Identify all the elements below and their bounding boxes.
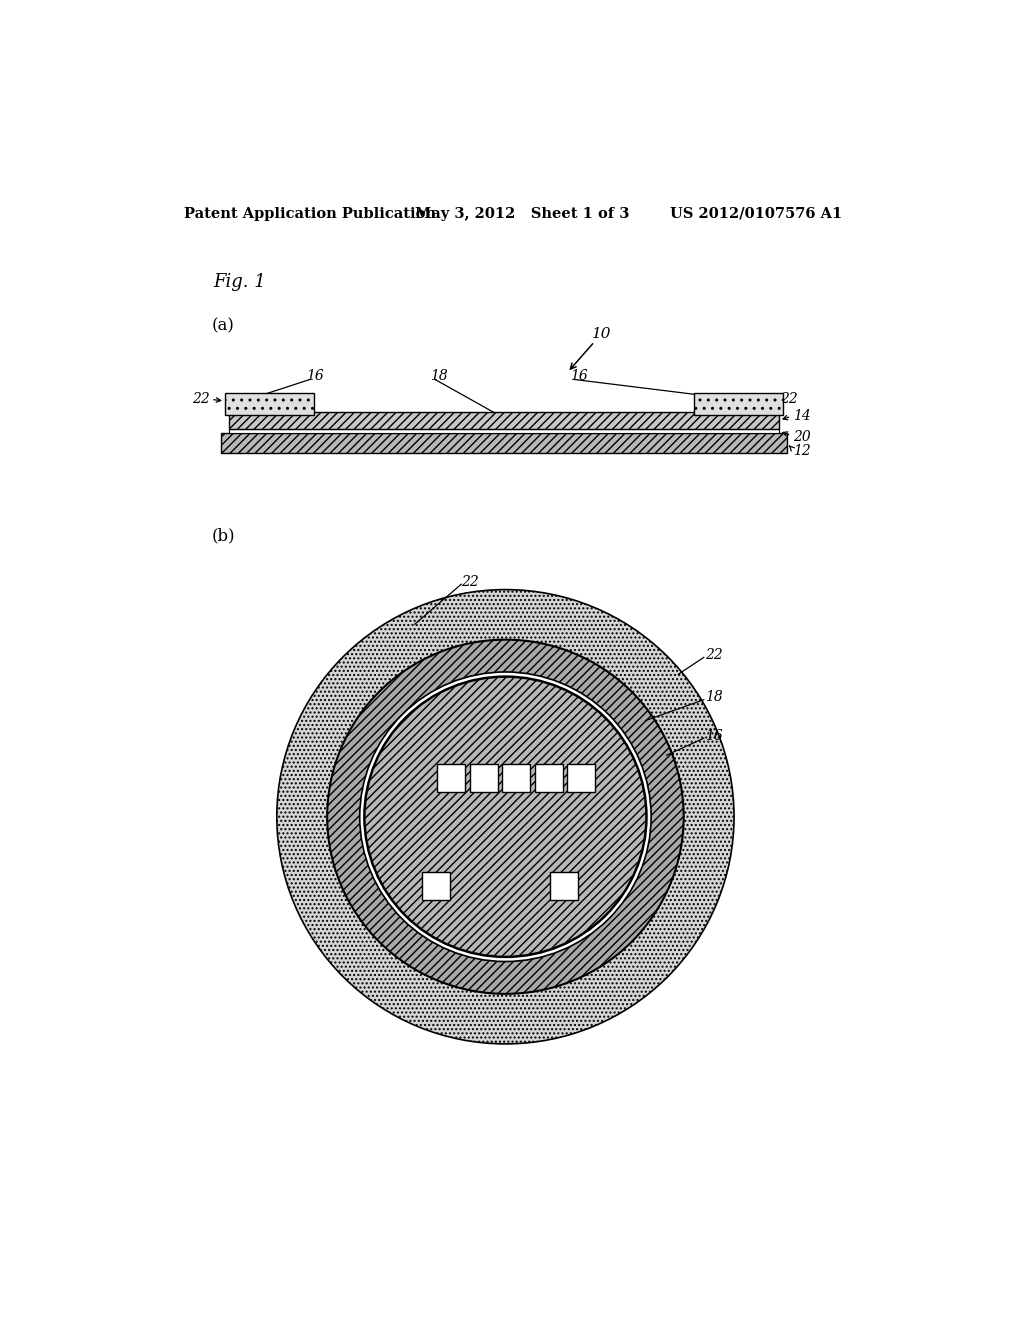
- Text: 16: 16: [306, 370, 324, 383]
- Text: 18: 18: [430, 370, 449, 383]
- Bar: [470, 764, 498, 792]
- Text: 10: 10: [592, 327, 611, 341]
- Text: 16: 16: [569, 370, 588, 383]
- Text: 14: 14: [793, 409, 811, 424]
- Bar: [567, 764, 595, 792]
- Polygon shape: [221, 433, 786, 453]
- Polygon shape: [228, 429, 779, 433]
- Text: (a): (a): [212, 318, 234, 335]
- Circle shape: [365, 677, 646, 957]
- Text: 16: 16: [706, 729, 723, 743]
- Text: 22: 22: [191, 392, 209, 407]
- Text: 22: 22: [780, 392, 799, 407]
- Circle shape: [328, 640, 684, 994]
- Text: US 2012/0107576 A1: US 2012/0107576 A1: [671, 207, 843, 220]
- Text: May 3, 2012   Sheet 1 of 3: May 3, 2012 Sheet 1 of 3: [415, 207, 629, 220]
- Bar: [422, 873, 450, 900]
- Text: 20: 20: [793, 430, 811, 444]
- Bar: [550, 873, 578, 900]
- Circle shape: [359, 672, 651, 961]
- Text: 22: 22: [461, 576, 479, 589]
- Polygon shape: [228, 412, 779, 429]
- Bar: [503, 764, 530, 792]
- Text: 22: 22: [706, 648, 723, 663]
- Polygon shape: [693, 393, 783, 414]
- Bar: [535, 764, 563, 792]
- Polygon shape: [225, 393, 314, 414]
- Text: 12: 12: [793, 444, 811, 458]
- Text: Fig. 1: Fig. 1: [213, 273, 266, 290]
- Text: 18: 18: [706, 690, 723, 705]
- Bar: [437, 764, 465, 792]
- Circle shape: [276, 590, 734, 1044]
- Text: Patent Application Publication: Patent Application Publication: [183, 207, 436, 220]
- Text: (b): (b): [212, 527, 236, 544]
